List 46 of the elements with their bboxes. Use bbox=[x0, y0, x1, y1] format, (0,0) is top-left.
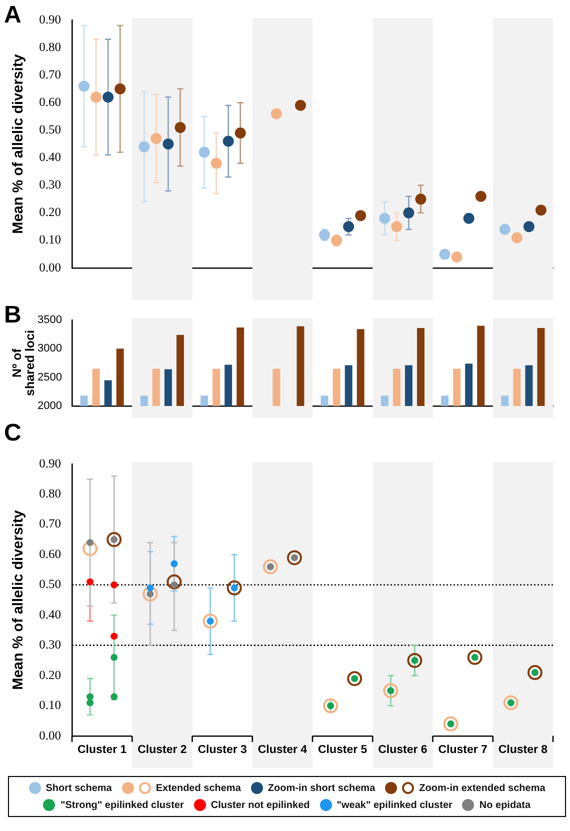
x-tick-label: Cluster 4 bbox=[258, 744, 308, 756]
chart-title: A bbox=[4, 2, 22, 29]
legend-label: Zoom-in extended schema bbox=[419, 782, 546, 794]
y-tick-label: 0.10 bbox=[39, 698, 61, 712]
y-tick-label: 0.60 bbox=[39, 546, 61, 561]
y-tick-label: 0.40 bbox=[39, 607, 61, 622]
y-tick-label: 0.50 bbox=[39, 122, 61, 137]
legend-label: "weak" epilinked cluster bbox=[336, 800, 452, 810]
legend-label: Cluster not epilinked bbox=[210, 800, 310, 810]
legend-label: "Strong" epilinked cluster bbox=[60, 800, 184, 810]
y-axis-title: Mean % of allelic diversity bbox=[10, 510, 27, 690]
x-tick-label: Cluster 7 bbox=[438, 744, 488, 756]
y-tick-label: 0.20 bbox=[39, 205, 61, 220]
x-tick-label: Cluster 8 bbox=[498, 744, 548, 756]
legend-label: No epidata bbox=[479, 800, 531, 810]
y-tick-label: 2500 bbox=[38, 371, 62, 384]
legend-label: Extended schema bbox=[156, 782, 241, 794]
y-tick-label: 0.00 bbox=[39, 260, 61, 274]
y-tick-label: 0.70 bbox=[39, 516, 61, 531]
x-tick-label: Cluster 2 bbox=[138, 744, 187, 756]
y-tick-label: 0.60 bbox=[39, 94, 61, 109]
y-tick-label: 0.90 bbox=[39, 12, 61, 26]
y-tick-label: 0.50 bbox=[39, 577, 61, 592]
y-tick-label: 0.70 bbox=[39, 67, 61, 82]
y-tick-label: 2000 bbox=[38, 400, 62, 412]
y-tick-label: 0.10 bbox=[39, 232, 61, 247]
y-axis-title: Nº of shared loci bbox=[10, 330, 38, 396]
y-tick-label: 0.80 bbox=[39, 486, 61, 501]
y-tick-label: 0.40 bbox=[39, 150, 61, 164]
chart-title: B bbox=[4, 302, 22, 329]
legend-label: Zoom-in short schema bbox=[268, 782, 376, 794]
y-tick-label: 3500 bbox=[38, 314, 62, 326]
x-tick-label: Cluster 6 bbox=[378, 744, 428, 756]
x-tick-label: Cluster 3 bbox=[198, 744, 247, 756]
y-tick-label: 0.20 bbox=[39, 668, 61, 682]
y-tick-label: 0.80 bbox=[39, 40, 61, 54]
y-tick-label: 3000 bbox=[38, 342, 62, 355]
x-tick-label: Cluster 5 bbox=[318, 744, 368, 756]
x-tick-label: Cluster 1 bbox=[77, 744, 128, 756]
y-axis-title: Mean % of allelic diversity bbox=[10, 54, 27, 234]
y-tick-label: 0.00 bbox=[39, 728, 61, 742]
y-tick-label: 0.30 bbox=[39, 178, 61, 192]
y-tick-label: 0.30 bbox=[39, 638, 61, 652]
legend-label: Short schema bbox=[46, 782, 112, 794]
chart-title: C bbox=[4, 420, 22, 447]
y-tick-label: 0.90 bbox=[39, 456, 61, 470]
